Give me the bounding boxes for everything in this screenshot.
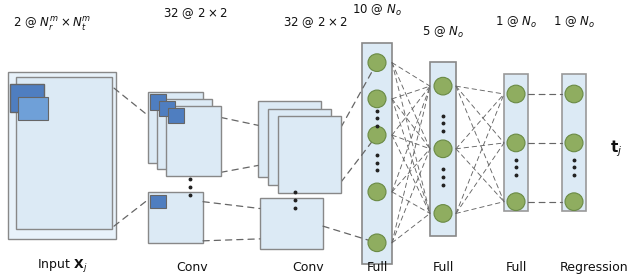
Bar: [260, 198, 323, 249]
Circle shape: [434, 140, 452, 158]
Text: $1\ @\ N_o$: $1\ @\ N_o$: [495, 15, 537, 30]
Text: $10\ @\ N_o$: $10\ @\ N_o$: [352, 3, 402, 18]
Bar: [562, 74, 586, 211]
Bar: [166, 106, 221, 176]
Circle shape: [368, 234, 386, 252]
Bar: [16, 77, 112, 229]
Bar: [430, 62, 456, 236]
Text: $32\ @\ 2\times 2$: $32\ @\ 2\times 2$: [163, 6, 227, 20]
Circle shape: [368, 183, 386, 201]
Bar: [504, 74, 528, 211]
Circle shape: [565, 193, 583, 211]
Bar: [148, 92, 203, 162]
Circle shape: [565, 134, 583, 152]
Text: $\mathbf{t}_j$: $\mathbf{t}_j$: [610, 139, 622, 159]
Circle shape: [434, 205, 452, 222]
Bar: [362, 43, 392, 264]
Circle shape: [565, 85, 583, 103]
Text: Conv: Conv: [176, 261, 208, 274]
Bar: [258, 101, 321, 177]
Bar: [18, 97, 48, 120]
Text: Regression: Regression: [560, 261, 628, 274]
Circle shape: [507, 85, 525, 103]
Text: Full: Full: [366, 261, 388, 274]
Text: Conv: Conv: [292, 261, 324, 274]
Text: $5\ @\ N_o$: $5\ @\ N_o$: [422, 25, 464, 40]
Bar: [150, 94, 166, 110]
Bar: [8, 73, 116, 239]
Bar: [150, 195, 166, 207]
Circle shape: [368, 126, 386, 144]
Text: Full: Full: [432, 261, 454, 274]
Text: $1\ @\ N_o$: $1\ @\ N_o$: [553, 15, 595, 30]
Bar: [168, 108, 184, 123]
Bar: [157, 99, 212, 169]
Circle shape: [368, 54, 386, 71]
Circle shape: [507, 134, 525, 152]
Bar: [268, 109, 331, 185]
Bar: [159, 101, 175, 116]
Bar: [10, 84, 44, 112]
Circle shape: [434, 77, 452, 95]
Bar: [148, 192, 203, 243]
Circle shape: [507, 193, 525, 211]
Text: Input $\mathbf{X}_j$: Input $\mathbf{X}_j$: [36, 257, 87, 274]
Text: Full: Full: [506, 261, 527, 274]
Text: $2\ @\ N_r^m\times N_t^m$: $2\ @\ N_r^m\times N_t^m$: [13, 16, 91, 33]
Circle shape: [368, 90, 386, 108]
Bar: [278, 116, 341, 193]
Text: $32\ @\ 2\times 2$: $32\ @\ 2\times 2$: [283, 15, 348, 30]
